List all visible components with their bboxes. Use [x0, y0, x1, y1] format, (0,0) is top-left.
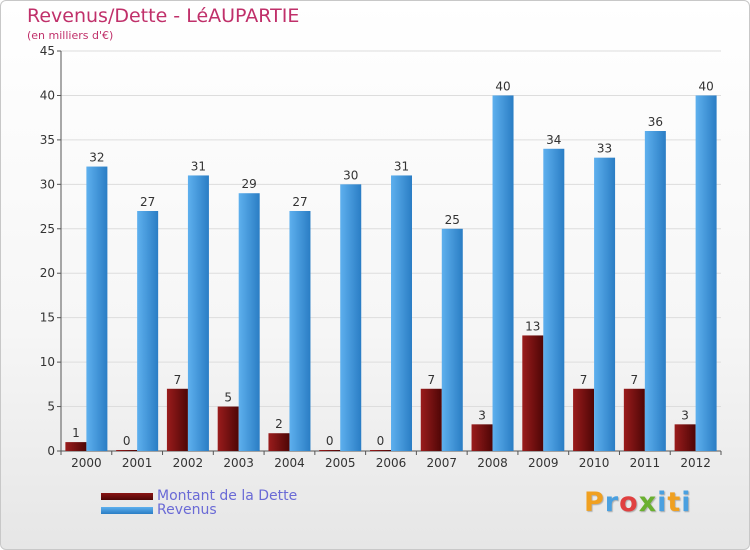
bar-revenus: [137, 211, 159, 451]
bar-dette: [420, 388, 442, 451]
x-tick-label: 2005: [325, 456, 356, 470]
legend-swatch-dette: [101, 493, 153, 500]
y-tick-label: 45: [40, 44, 55, 58]
y-tick-label: 20: [40, 266, 55, 280]
logo-letter: i: [681, 487, 692, 518]
logo-letter: r: [604, 487, 620, 518]
bar-revenus: [543, 148, 565, 451]
bar-dette: [522, 335, 544, 451]
bars: [65, 95, 717, 452]
chart-title: Revenus/Dette - LéAUPARTIE: [27, 5, 300, 27]
bar-dette: [674, 424, 696, 451]
y-tick-label: 10: [40, 355, 55, 369]
data-label: 13: [525, 319, 540, 333]
data-label: 3: [478, 408, 486, 422]
data-label: 27: [140, 195, 155, 209]
logo-letter: x: [638, 487, 658, 518]
bar-dette: [471, 424, 493, 451]
data-label: 0: [326, 434, 334, 448]
data-label: 32: [89, 151, 104, 165]
legend-label-dette: Montant de la Dette: [157, 488, 298, 504]
legend-swatch-revenus: [101, 507, 153, 514]
data-label: 40: [495, 79, 510, 93]
bar-dette: [370, 450, 391, 451]
bar-dette: [217, 406, 239, 451]
bar-revenus: [86, 166, 108, 452]
data-label: 3: [681, 408, 689, 422]
x-tick-label: 2009: [528, 456, 559, 470]
logo-letter: t: [667, 487, 682, 518]
logo-letter: P: [584, 487, 605, 518]
bar-revenus: [492, 95, 514, 451]
data-label: 33: [597, 142, 612, 156]
y-tick-label: 30: [40, 177, 55, 191]
data-label: 30: [343, 168, 358, 182]
chart-subtitle: (en milliers d'€): [27, 29, 114, 42]
y-tick-label: 40: [40, 88, 55, 102]
data-label: 36: [648, 115, 663, 129]
bar-dette: [623, 388, 645, 451]
data-label: 2: [275, 417, 283, 431]
logo-letter: i: [657, 487, 668, 518]
data-label: 7: [580, 373, 588, 387]
data-label: 34: [546, 133, 561, 147]
bar-dette: [116, 450, 138, 451]
data-label: 0: [123, 434, 131, 448]
legend-label-revenus: Revenus: [157, 502, 217, 518]
data-label: 7: [631, 373, 639, 387]
y-tick-label: 15: [40, 311, 55, 325]
data-label: 31: [191, 159, 206, 173]
x-tick-label: 2007: [426, 456, 457, 470]
bar-dette: [166, 388, 188, 451]
y-tick-label: 5: [47, 400, 55, 414]
bar-revenus: [289, 211, 311, 451]
y-tick-label: 35: [40, 133, 55, 147]
y-tick-label: 25: [40, 222, 55, 236]
x-tick-label: 2004: [274, 456, 305, 470]
data-labels: 1 32 0 27 7 31 5 29 2 27 0 30 0 31 7 25 3 40 13 34 7 33 7 36 3 40: [72, 79, 714, 448]
data-label: 40: [698, 79, 713, 93]
x-tick-label: 2002: [173, 456, 204, 470]
bar-dette: [268, 433, 290, 451]
bar-revenus: [441, 228, 463, 451]
proxiti-logo: Proxiti: [584, 487, 692, 518]
x-tick-label: 2010: [579, 456, 610, 470]
bar-revenus: [644, 131, 666, 451]
data-label: 7: [427, 373, 435, 387]
bar-revenus: [238, 193, 260, 451]
x-tick-label: 2006: [376, 456, 407, 470]
bar-dette: [65, 442, 87, 451]
x-tick-label: 2011: [630, 456, 661, 470]
x-tick-label: 2008: [477, 456, 508, 470]
data-label: 0: [377, 434, 385, 448]
data-label: 31: [394, 159, 409, 173]
bar-revenus: [594, 157, 616, 451]
data-label: 7: [174, 373, 182, 387]
data-label: 27: [292, 195, 307, 209]
bar-revenus: [695, 95, 717, 451]
bar-revenus: [187, 175, 209, 451]
x-tick-label: 2003: [223, 456, 254, 470]
bar-revenus: [340, 184, 362, 452]
x-tick-label: 2001: [122, 456, 153, 470]
bar-dette: [573, 388, 595, 451]
y-tick-label: 0: [47, 444, 55, 458]
bar-dette: [319, 450, 341, 451]
data-label: 25: [445, 213, 460, 227]
data-label: 5: [224, 391, 232, 405]
data-label: 29: [242, 177, 257, 191]
bar-revenus: [391, 175, 412, 451]
x-tick-label: 2012: [680, 456, 711, 470]
x-tick-label: 2000: [71, 456, 102, 470]
logo-letter: o: [619, 487, 639, 518]
data-label: 1: [72, 426, 80, 440]
